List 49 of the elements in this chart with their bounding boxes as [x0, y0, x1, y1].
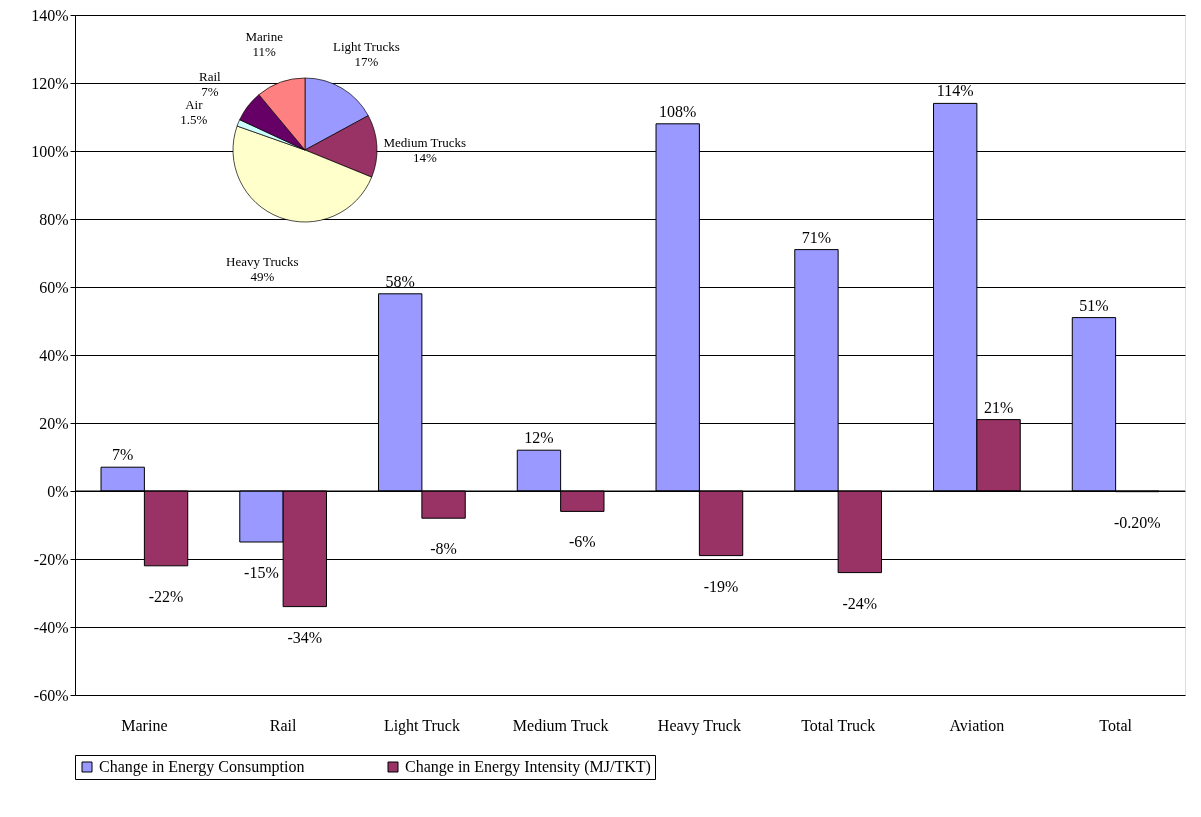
x-tick-label: Total Truck: [801, 716, 876, 734]
data-label: -24%: [842, 594, 878, 612]
y-tick-label: 100%: [31, 142, 69, 160]
y-tick-label: 0%: [47, 482, 69, 500]
data-label: 12%: [524, 429, 554, 447]
data-label: -19%: [703, 577, 739, 595]
x-tick-label: Rail: [269, 716, 298, 734]
y-tick-label: 120%: [31, 74, 69, 92]
data-label: 14%: [412, 150, 437, 166]
x-tick-label: Light Truck: [383, 716, 460, 735]
slice-label: Rail: [199, 68, 222, 84]
data-label: 11%: [252, 44, 276, 60]
legend-label: Change in Energy Intensity (MJ/TKT): [405, 758, 651, 776]
x-tick-label: Total: [1099, 716, 1133, 734]
data-label: -22%: [148, 587, 184, 605]
x-tick-label: Medium Truck: [512, 716, 609, 734]
y-tick-label: 60%: [39, 278, 69, 296]
data-label: 49%: [250, 269, 275, 285]
data-label: 17%: [354, 53, 379, 69]
slice-label: Medium Trucks: [383, 135, 467, 151]
data-label: 58%: [385, 272, 415, 290]
slice-label: Marine: [245, 29, 284, 45]
x-tick-label: Marine: [121, 716, 168, 734]
data-label: -6%: [568, 533, 596, 551]
data-label: 51%: [1079, 296, 1109, 314]
legend-label: Change in Energy Consumption: [99, 758, 305, 776]
slice-label: Heavy Trucks: [226, 254, 299, 270]
data-label: -0.20%: [1113, 513, 1161, 531]
data-label: -34%: [287, 628, 323, 646]
y-tick-label: 20%: [39, 414, 69, 432]
data-label: 7%: [201, 83, 219, 99]
data-label: -8%: [430, 540, 457, 558]
data-label: -15%: [244, 564, 279, 581]
data-label: 7%: [112, 446, 134, 464]
x-tick-label: Aviation: [949, 716, 1005, 734]
y-tick-label: -40%: [33, 618, 69, 636]
y-tick-label: -20%: [33, 550, 69, 568]
y-tick-label: 80%: [39, 210, 69, 228]
data-label: 108%: [659, 102, 697, 120]
data-label: 71%: [801, 228, 832, 246]
y-tick-label: 40%: [39, 346, 69, 364]
y-tick-label: 140%: [31, 6, 69, 24]
y-tick-label: -60%: [33, 686, 69, 704]
data-label: 1.5%: [180, 111, 208, 127]
data-label: 114%: [936, 82, 974, 100]
x-tick-label: Heavy Truck: [657, 716, 741, 735]
slice-label: Air: [185, 96, 204, 112]
data-label: 21%: [983, 398, 1014, 416]
slice-label: Light Trucks: [332, 38, 400, 54]
